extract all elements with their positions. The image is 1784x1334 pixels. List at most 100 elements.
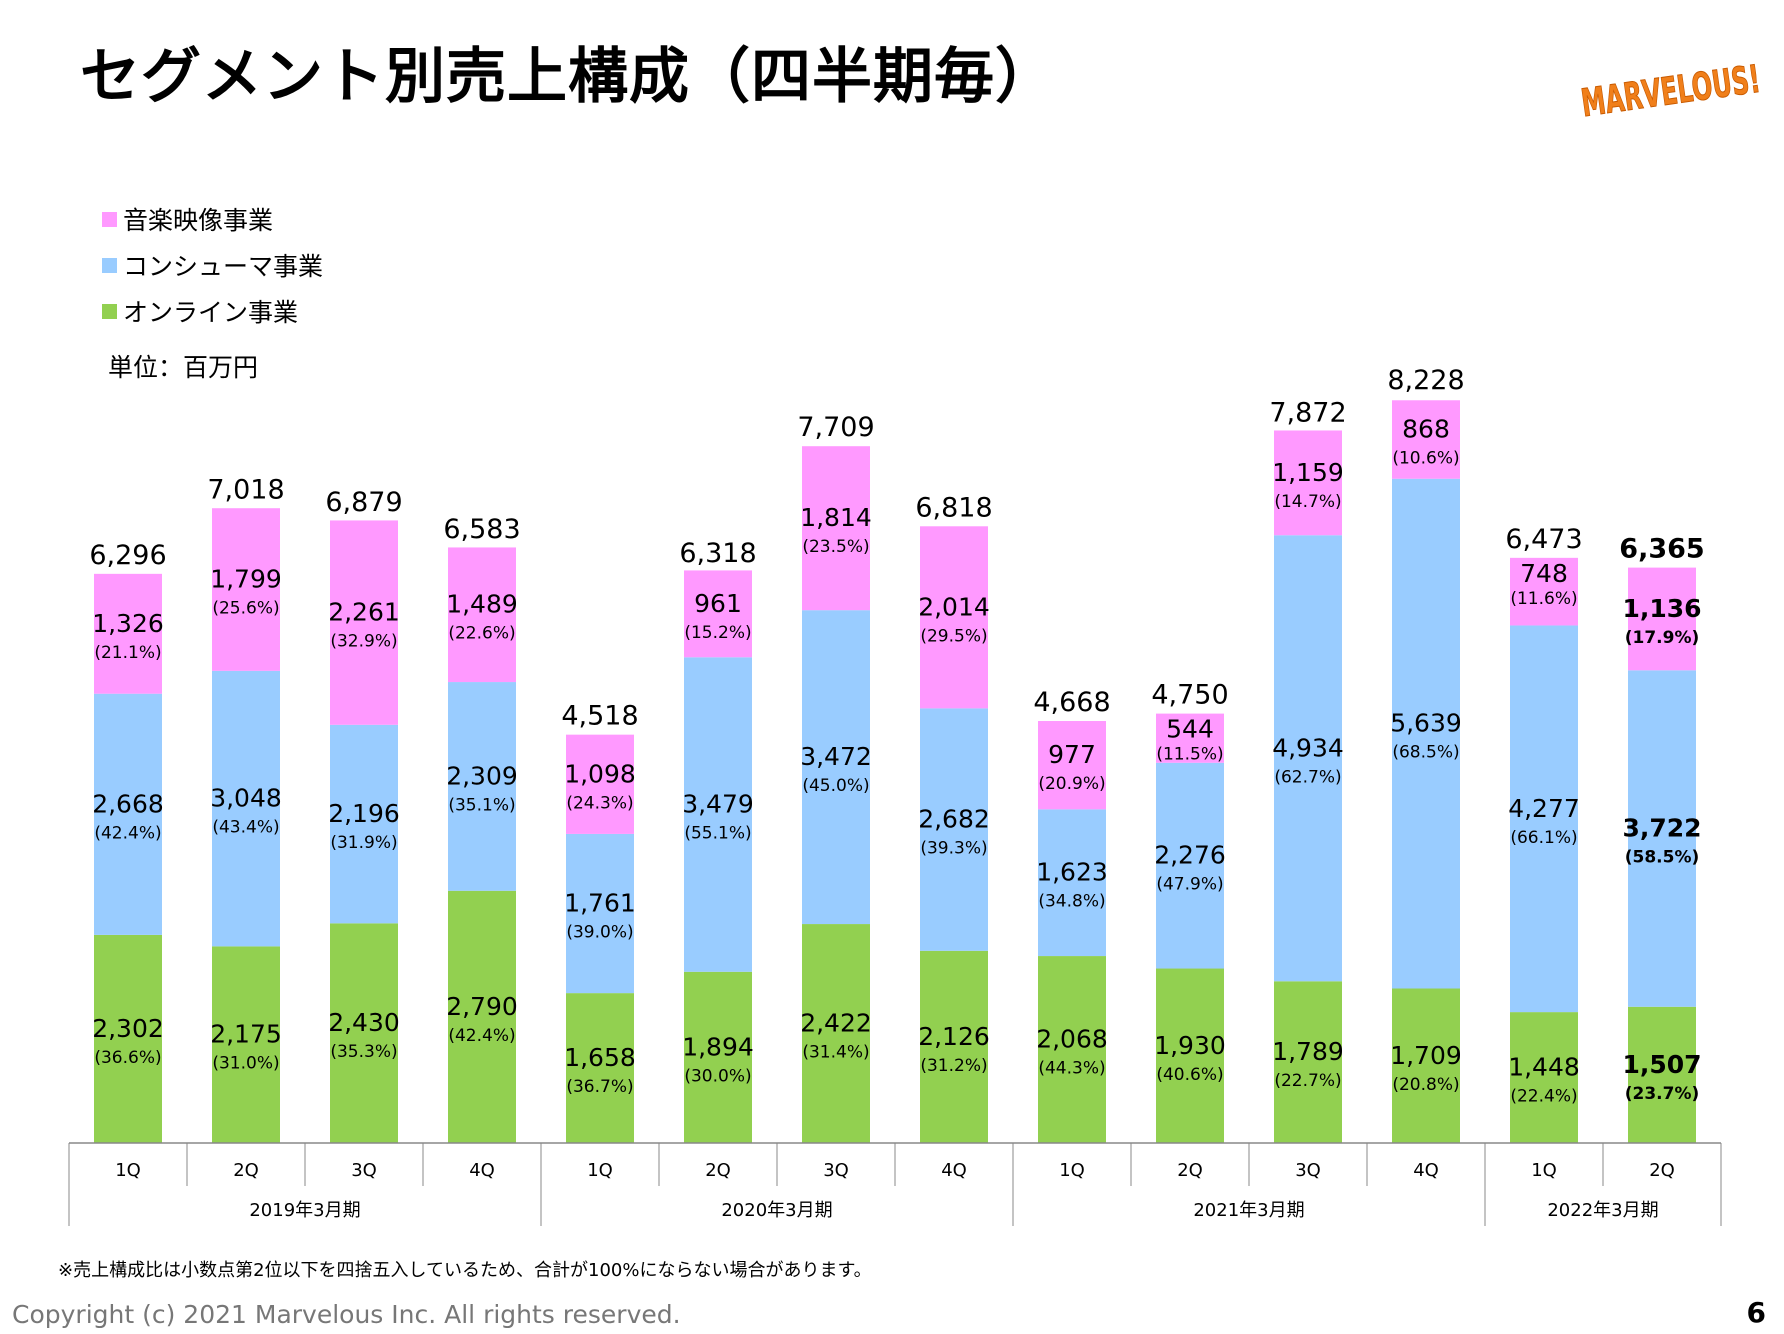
bar-online-3 <box>448 890 516 1143</box>
chart-legend: 音楽映像事業 コンシューマ事業 オンライン事業 <box>102 196 323 334</box>
pct-label-consumer-10: (62.7%) <box>1274 767 1341 787</box>
pct-label-consumer-12: (66.1%) <box>1510 828 1577 848</box>
value-label-consumer-12: 4,277 <box>1508 794 1580 823</box>
value-label-music-11: 868 <box>1402 415 1450 444</box>
value-label-consumer-1: 3,048 <box>210 784 282 813</box>
value-label-consumer-8: 1,623 <box>1036 858 1108 887</box>
pct-label-music-9: (11.5%) <box>1156 745 1223 765</box>
x-tick-label-11: 4Q <box>1413 1160 1439 1181</box>
value-label-consumer-2: 2,196 <box>328 799 400 828</box>
value-label-consumer-6: 3,472 <box>800 742 872 771</box>
x-tick-label-9: 2Q <box>1177 1160 1203 1181</box>
value-label-online-7: 2,126 <box>918 1022 990 1051</box>
total-label-10: 7,872 <box>1269 397 1346 428</box>
pct-label-online-12: (22.4%) <box>1510 1087 1577 1107</box>
bar-music-5 <box>684 570 752 658</box>
x-tick-label-13: 2Q <box>1649 1160 1675 1181</box>
value-label-music-1: 1,799 <box>210 565 282 594</box>
bar-consumer-7 <box>920 708 988 951</box>
bar-consumer-1 <box>212 670 280 947</box>
bar-music-11 <box>1392 400 1460 479</box>
pct-label-online-5: (30.0%) <box>684 1066 751 1086</box>
x-tick-label-8: 1Q <box>1059 1160 1085 1181</box>
value-label-music-10: 1,159 <box>1272 458 1344 487</box>
bar-consumer-6 <box>802 610 870 925</box>
legend-item-consumer: コンシューマ事業 <box>102 242 323 288</box>
bar-music-4 <box>566 734 634 834</box>
pct-label-music-10: (14.7%) <box>1274 492 1341 512</box>
pct-label-online-8: (44.3%) <box>1038 1059 1105 1079</box>
value-label-music-8: 977 <box>1048 740 1096 769</box>
bar-online-1 <box>212 946 280 1143</box>
pct-label-consumer-6: (45.0%) <box>802 776 869 796</box>
pct-label-consumer-2: (31.9%) <box>330 833 397 853</box>
value-label-consumer-9: 2,276 <box>1154 841 1226 870</box>
bar-consumer-10 <box>1274 535 1342 982</box>
copyright: Copyright (c) 2021 Marvelous Inc. All ri… <box>12 1300 681 1329</box>
pct-label-online-10: (22.7%) <box>1274 1071 1341 1091</box>
value-label-music-3: 1,489 <box>446 590 518 619</box>
value-label-music-6: 1,814 <box>800 503 872 532</box>
x-tick-label-3: 4Q <box>469 1160 495 1181</box>
bar-online-6 <box>802 924 870 1143</box>
bar-consumer-3 <box>448 682 516 891</box>
pct-label-consumer-5: (55.1%) <box>684 824 751 844</box>
bar-consumer-12 <box>1510 625 1578 1013</box>
total-label-2: 6,879 <box>325 487 402 518</box>
pct-label-online-0: (36.6%) <box>94 1048 161 1068</box>
pct-label-online-13: (23.7%) <box>1625 1084 1700 1104</box>
value-label-consumer-5: 3,479 <box>682 790 754 819</box>
value-label-online-9: 1,930 <box>1154 1031 1226 1060</box>
bar-consumer-8 <box>1038 809 1106 957</box>
value-label-consumer-4: 1,761 <box>564 889 636 918</box>
bar-online-0 <box>94 934 162 1143</box>
bar-consumer-0 <box>94 693 162 935</box>
bar-music-6 <box>802 446 870 611</box>
bar-music-10 <box>1274 430 1342 536</box>
x-tick-label-0: 1Q <box>115 1160 141 1181</box>
pct-label-consumer-0: (42.4%) <box>94 823 161 843</box>
pct-label-consumer-4: (39.0%) <box>566 923 633 943</box>
legend-swatch-consumer <box>102 257 117 273</box>
value-label-consumer-3: 2,309 <box>446 761 518 790</box>
legend-label-online: オンライン事業 <box>123 298 299 327</box>
bar-online-9 <box>1156 968 1224 1143</box>
pct-label-online-1: (31.0%) <box>212 1054 279 1074</box>
x-tick-label-2: 3Q <box>351 1160 377 1181</box>
pct-label-music-13: (17.9%) <box>1625 628 1700 648</box>
pct-label-online-4: (36.7%) <box>566 1077 633 1097</box>
pct-label-music-2: (32.9%) <box>330 632 397 652</box>
x-tick-label-12: 1Q <box>1531 1160 1557 1181</box>
total-label-9: 4,750 <box>1151 680 1228 711</box>
pct-label-music-1: (25.6%) <box>212 599 279 619</box>
bar-music-3 <box>448 547 516 683</box>
value-label-music-13: 1,136 <box>1622 594 1701 623</box>
pct-label-music-11: (10.6%) <box>1392 449 1459 469</box>
bar-online-11 <box>1392 988 1460 1143</box>
pct-label-music-3: (22.6%) <box>448 624 515 644</box>
value-label-online-10: 1,789 <box>1272 1037 1344 1066</box>
legend-item-music: 音楽映像事業 <box>102 196 323 242</box>
pct-label-consumer-1: (43.4%) <box>212 818 279 838</box>
bar-online-5 <box>684 971 752 1143</box>
pct-label-music-4: (24.3%) <box>566 793 633 813</box>
value-label-online-11: 1,709 <box>1390 1041 1462 1070</box>
total-label-8: 4,668 <box>1033 687 1110 718</box>
value-label-consumer-11: 5,639 <box>1390 709 1462 738</box>
bar-online-2 <box>330 923 398 1143</box>
bar-music-0 <box>94 573 162 694</box>
value-label-consumer-13: 3,722 <box>1622 814 1701 843</box>
value-label-online-2: 2,430 <box>328 1008 400 1037</box>
bar-consumer-2 <box>330 724 398 924</box>
bar-music-7 <box>920 526 988 709</box>
page-title: セグメント別売上構成（四半期毎） <box>80 42 1056 112</box>
bar-online-10 <box>1274 981 1342 1143</box>
value-label-music-4: 1,098 <box>564 759 636 788</box>
bar-online-12 <box>1510 1012 1578 1143</box>
footnote: ※売上構成比は小数点第2位以下を四捨五入しているため、合計が100%にならない場… <box>58 1260 872 1281</box>
pct-label-music-8: (20.9%) <box>1038 774 1105 794</box>
pct-label-online-3: (42.4%) <box>448 1026 515 1046</box>
total-label-12: 6,473 <box>1505 524 1582 555</box>
x-tick-label-10: 3Q <box>1295 1160 1321 1181</box>
x-tick-label-6: 3Q <box>823 1160 849 1181</box>
